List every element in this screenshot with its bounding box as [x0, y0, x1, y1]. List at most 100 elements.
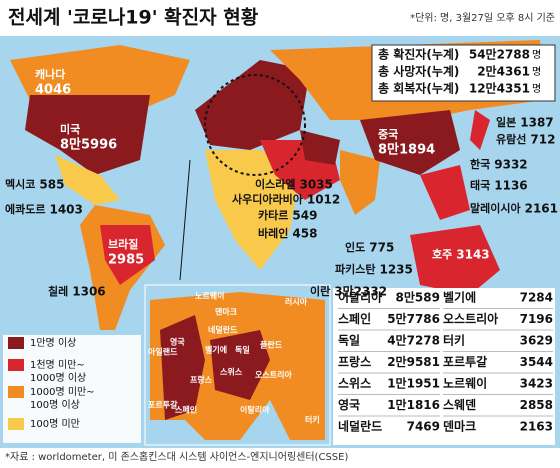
total-label: 총 회복자(누계)	[378, 81, 459, 96]
total-value: 2만4361	[477, 64, 530, 79]
country-value: 712	[530, 133, 555, 147]
country-name: 호주	[432, 247, 452, 261]
table-name: 스페인	[338, 311, 371, 326]
europe-table-bg	[333, 288, 555, 445]
total-value: 54만2788	[469, 47, 530, 62]
europe-country-label: 오스트리아	[255, 370, 292, 380]
country-value: 1387	[520, 116, 553, 130]
country-name: 칠레	[48, 284, 68, 298]
table-name: 네덜란드	[338, 419, 382, 434]
table-value: 1만1951	[387, 376, 440, 391]
country-name: 태국	[470, 178, 490, 192]
table-value: 5만7786	[387, 311, 440, 326]
legend-label: 1천명 미만~	[30, 359, 85, 371]
europe-country-label: 영국	[170, 337, 185, 347]
country-value: 1136	[494, 179, 527, 193]
table-value: 3423	[520, 377, 553, 391]
table-name: 프랑스	[338, 355, 371, 369]
table-name: 이탈리아	[338, 290, 382, 305]
legend-bg	[3, 335, 141, 443]
table-value: 8만589	[396, 290, 440, 305]
title: 전세계 '코로나19' 확진자 현황	[8, 6, 259, 29]
table-name: 독일	[338, 334, 360, 348]
europe-country-label: 스위스	[220, 367, 243, 377]
country-value: 8만1894	[378, 142, 435, 158]
country-name: 한국	[470, 157, 490, 171]
legend-swatch	[8, 359, 24, 371]
country-value: 2161	[525, 202, 558, 216]
table-name: 덴마크	[443, 419, 476, 434]
total-value: 12만4351	[469, 81, 530, 96]
country-name: 멕시코	[5, 177, 35, 191]
europe-country-label: 벨기에	[205, 345, 227, 355]
table-name: 스위스	[338, 377, 371, 391]
table-name: 터키	[443, 333, 465, 348]
country-value: 2985	[108, 253, 144, 268]
country-name: 인도	[345, 240, 365, 254]
europe-country-label: 덴마크	[215, 307, 238, 317]
country-name: 바레인	[258, 226, 288, 240]
country-value: 775	[369, 241, 394, 255]
table-value: 3544	[520, 355, 553, 369]
country-value: 458	[292, 227, 317, 241]
country-value: 3035	[299, 178, 332, 192]
europe-country-label: 포르투갈	[148, 400, 178, 410]
europe-country-label: 러시아	[285, 297, 308, 307]
country-name: 사우디아라비아	[232, 192, 304, 206]
legend-swatch	[8, 337, 24, 349]
inset-pointer	[179, 159, 191, 281]
europe-country-label: 터키	[305, 415, 320, 425]
table-value: 7284	[520, 291, 553, 305]
country-value: 1235	[379, 263, 412, 277]
country-value: 3143	[456, 248, 489, 262]
country-value: 8만5996	[60, 137, 117, 153]
country-name: 캐나다	[35, 67, 66, 81]
total-unit: 명	[532, 49, 541, 61]
table-name: 포르투갈	[443, 355, 487, 369]
country-name: 카타르	[258, 208, 288, 222]
legend-label: 1만명 이상	[30, 337, 76, 349]
totals-box	[371, 44, 556, 102]
country-value: 585	[39, 178, 64, 192]
country-value: 1403	[49, 203, 82, 217]
table-value: 2만9581	[387, 354, 440, 369]
europe-country-label: 독일	[235, 345, 250, 355]
europe-country-label: 스페인	[175, 405, 197, 415]
legend-label: 100명 이상	[30, 399, 80, 411]
table-name: 노르웨이	[443, 376, 487, 391]
table-name: 영국	[338, 397, 360, 412]
europe-country-label: 아일랜드	[148, 347, 178, 357]
country-value: 4046	[35, 83, 71, 98]
total-label: 총 확진자(누계)	[378, 47, 459, 62]
europe-top-tier	[160, 315, 270, 420]
country-name: 이란	[310, 284, 330, 298]
source: *자료 : worldometer, 미 존스홉킨스대 시스템 사이언스-엔지니…	[5, 450, 348, 463]
table-value: 7469	[407, 420, 440, 434]
unit-note: *단위: 명, 3월27일 오후 8시 기준	[410, 11, 555, 24]
table-value: 3629	[520, 334, 553, 348]
table-name: 벨기에	[443, 290, 476, 305]
country-value: 3만2332	[334, 284, 387, 299]
country-name: 중국	[378, 128, 398, 141]
country-name: 일본	[496, 115, 516, 129]
table-value: 4만7278	[387, 333, 440, 348]
country-name: 브라질	[108, 237, 138, 251]
table-value: 2163	[520, 420, 553, 434]
europe-country-label: 노르웨이	[195, 291, 224, 301]
legend-label: 1000명 미만~	[30, 386, 95, 398]
total-unit: 명	[532, 66, 541, 78]
legend-swatch	[8, 418, 24, 430]
table-value: 2858	[520, 398, 553, 412]
europe-country-label: 프랑스	[190, 375, 213, 385]
country-name: 미국	[60, 122, 80, 136]
total-unit: 명	[532, 83, 541, 95]
table-value: 1만1816	[387, 397, 440, 412]
country-name: 말레이시아	[470, 201, 521, 215]
continents	[10, 40, 545, 330]
country-value: 9332	[494, 158, 527, 172]
country-name: 파키스탄	[335, 262, 375, 276]
country-value: 1012	[307, 193, 340, 207]
country-name: 유람선	[496, 132, 526, 146]
europe-country-label: 이탈리아	[240, 405, 270, 415]
